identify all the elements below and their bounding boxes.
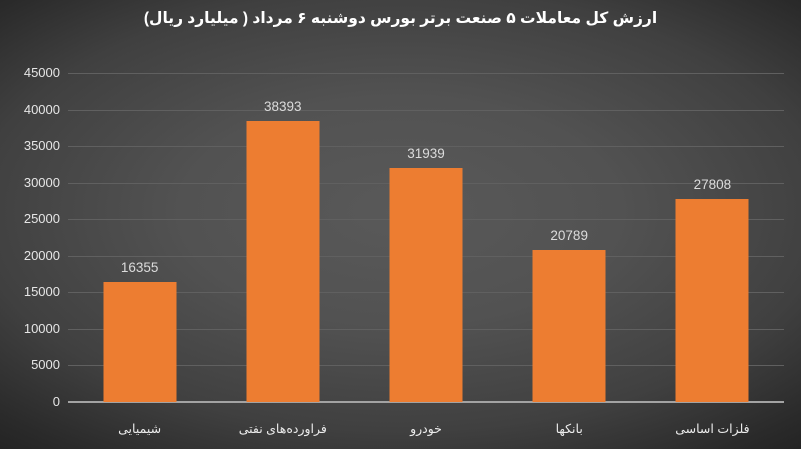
y-tick-label: 5000 <box>31 357 60 373</box>
bar-slot: 16355 شیمیایی <box>68 73 211 436</box>
bar-5 <box>675 199 749 402</box>
category-label: خودرو <box>410 422 442 436</box>
gridline <box>68 109 784 111</box>
category-label: بانکها <box>555 422 583 436</box>
category-label: فلزات اساسی <box>675 422 750 436</box>
y-tick-label: 45000 <box>23 65 60 80</box>
bar-value-label: 16355 <box>120 260 159 275</box>
y-tick-label: 0 <box>52 394 60 409</box>
bar-2 <box>246 121 320 402</box>
y-tick-label: 10000 <box>23 320 60 336</box>
bar-value-label: 27808 <box>693 177 732 192</box>
chart-title: ارزش کل معاملات ۵ صنعت برتر بورس دوشنبه … <box>143 10 658 27</box>
bar-value-label: 38393 <box>264 99 302 114</box>
bar-3 <box>389 168 463 402</box>
plot-area: 16355 شیمیایی 38393 فراورده‌های نفتی 31939 خو… <box>68 73 784 436</box>
bar-slot: 31939 خودرو <box>354 73 497 436</box>
gridline <box>68 146 784 148</box>
bar-value-label: 20789 <box>550 228 588 243</box>
category-label: فراورده‌های نفتی <box>238 422 327 436</box>
bar-4 <box>532 250 606 402</box>
y-tick-label: 30000 <box>23 174 60 190</box>
y-tick-label: 40000 <box>23 101 60 117</box>
gridline <box>68 73 784 74</box>
y-tick-label: 35000 <box>23 138 60 154</box>
y-tick-label: 20000 <box>23 247 60 263</box>
bar-slot: 38393 فراورده‌های نفتی <box>211 73 354 436</box>
bar-slot: 20789 بانکها <box>498 73 641 436</box>
bar-slot: 27808 فلزات اساسی <box>641 73 784 436</box>
bar-value-label: 31939 <box>407 146 445 161</box>
bar-1 <box>103 282 177 402</box>
category-label: شیمیایی <box>118 422 162 436</box>
x-axis-line <box>68 401 784 403</box>
y-tick-label: 15000 <box>23 284 60 300</box>
y-tick-label: 25000 <box>23 211 60 227</box>
